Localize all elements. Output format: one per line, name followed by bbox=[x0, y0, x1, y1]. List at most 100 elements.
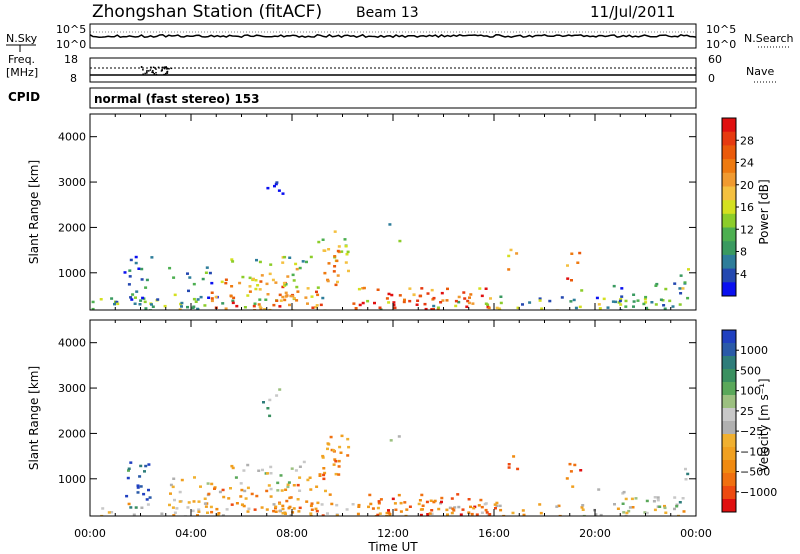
heatmap-cell bbox=[305, 500, 309, 503]
heatmap-cell bbox=[417, 502, 421, 506]
heatmap-cell bbox=[540, 307, 544, 310]
y-tick-label: 4000 bbox=[58, 131, 86, 144]
heatmap-cell bbox=[129, 506, 133, 509]
heatmap-cell bbox=[298, 476, 302, 479]
heatmap-cell bbox=[145, 278, 149, 282]
heatmap-cell bbox=[326, 279, 330, 283]
nsky-series bbox=[89, 33, 697, 39]
heatmap-cell bbox=[309, 504, 313, 508]
heatmap-cell bbox=[663, 506, 667, 510]
heatmap-cell bbox=[473, 505, 477, 509]
heatmap-cell bbox=[283, 511, 287, 514]
heatmap-cell bbox=[246, 294, 250, 297]
freq-point bbox=[164, 66, 166, 68]
heatmap-cell bbox=[636, 299, 640, 302]
heatmap-cell bbox=[426, 513, 430, 516]
heatmap-cell bbox=[145, 498, 149, 501]
nsearch-tick-bottom: 10^0 bbox=[706, 38, 736, 51]
heatmap-cell bbox=[295, 267, 299, 271]
heatmap-cell bbox=[484, 508, 488, 512]
heatmap-cell bbox=[194, 300, 198, 303]
heatmap-cell bbox=[332, 463, 336, 466]
heatmap-cell bbox=[681, 497, 685, 500]
heatmap-cell bbox=[199, 295, 203, 299]
heatmap-cell bbox=[248, 276, 252, 280]
heatmap-cell bbox=[403, 298, 406, 302]
colorbar-tick-label: 16 bbox=[740, 201, 754, 214]
heatmap-cell bbox=[281, 504, 285, 508]
heatmap-cell bbox=[424, 307, 428, 310]
heatmap-cell bbox=[402, 300, 406, 304]
beam-label: Beam 13 bbox=[356, 5, 419, 21]
heatmap-cell bbox=[232, 296, 236, 300]
heatmap-cell bbox=[664, 287, 668, 291]
heatmap-cell bbox=[378, 512, 382, 515]
heatmap-cell bbox=[314, 305, 318, 309]
heatmap-cell bbox=[246, 486, 250, 490]
colorbar-swatch bbox=[722, 434, 736, 448]
heatmap-cell bbox=[258, 305, 262, 309]
heatmap-cell bbox=[469, 505, 472, 509]
heatmap-cell bbox=[210, 281, 214, 285]
velocity-heatmap bbox=[100, 388, 690, 516]
heatmap-cell bbox=[128, 269, 132, 272]
heatmap-cell bbox=[340, 434, 344, 438]
heatmap-cell bbox=[340, 250, 344, 253]
heatmap-cell bbox=[390, 293, 394, 297]
heatmap-cell bbox=[252, 304, 256, 308]
heatmap-cell bbox=[281, 261, 285, 264]
heatmap-cell bbox=[283, 298, 287, 302]
heatmap-cell bbox=[430, 308, 434, 310]
heatmap-cell bbox=[321, 454, 325, 458]
heatmap-cell bbox=[457, 505, 461, 509]
heatmap-cell bbox=[205, 266, 209, 269]
heatmap-cell bbox=[269, 472, 273, 475]
heatmap-cell bbox=[597, 303, 601, 306]
heatmap-cell bbox=[235, 304, 239, 308]
heatmap-cell bbox=[113, 302, 116, 306]
nsky-label: N.Sky bbox=[6, 32, 38, 45]
heatmap-cell bbox=[354, 307, 358, 310]
heatmap-cell bbox=[488, 513, 492, 516]
heatmap-cell bbox=[446, 287, 449, 291]
heatmap-cell bbox=[658, 505, 662, 508]
heatmap-cell bbox=[362, 286, 366, 290]
heatmap-cell bbox=[419, 508, 423, 511]
heatmap-cell bbox=[134, 506, 138, 509]
heatmap-cell bbox=[480, 505, 484, 509]
heatmap-cell bbox=[356, 512, 360, 516]
heatmap-cell bbox=[168, 503, 171, 507]
heatmap-cell bbox=[357, 503, 361, 507]
heatmap-cell bbox=[495, 306, 499, 310]
heatmap-cell bbox=[100, 514, 104, 516]
heatmap-cell bbox=[630, 497, 634, 501]
heatmap-cell bbox=[199, 485, 202, 488]
heatmap-cell bbox=[180, 478, 184, 482]
y-tick-label: 2000 bbox=[58, 427, 86, 440]
heatmap-cell bbox=[246, 510, 250, 513]
heatmap-cell bbox=[136, 491, 140, 494]
heatmap-cell bbox=[469, 293, 473, 296]
heatmap-cell bbox=[361, 287, 365, 290]
heatmap-cell bbox=[284, 283, 288, 286]
heatmap-cell bbox=[269, 263, 273, 266]
heatmap-cell bbox=[243, 306, 247, 309]
heatmap-cell bbox=[253, 508, 257, 511]
heatmap-cell bbox=[272, 303, 276, 307]
heatmap-cell bbox=[632, 293, 636, 296]
heatmap-cell bbox=[274, 281, 278, 284]
freq-point bbox=[151, 71, 153, 73]
heatmap-cell bbox=[217, 512, 221, 515]
heatmap-cell bbox=[572, 298, 576, 302]
heatmap-cell bbox=[266, 407, 270, 410]
heatmap-cell bbox=[144, 464, 148, 468]
heatmap-cell bbox=[654, 303, 658, 306]
heatmap-cell bbox=[499, 508, 503, 512]
heatmap-cell bbox=[271, 278, 275, 282]
heatmap-cell bbox=[335, 503, 339, 507]
heatmap-cell bbox=[193, 476, 196, 479]
heatmap-cell bbox=[495, 501, 499, 505]
heatmap-cell bbox=[277, 189, 281, 192]
axes-layer: 1000 2000 3000 4000 1000 2000 3000 4000 00:00 04:… bbox=[58, 114, 712, 540]
velocity-colorbar-label: Velocity [m s⁻¹] bbox=[757, 378, 771, 471]
